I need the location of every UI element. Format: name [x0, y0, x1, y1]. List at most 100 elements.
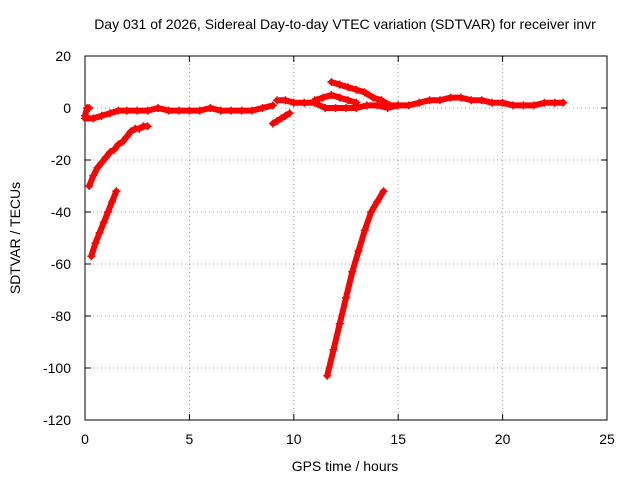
data-point	[327, 91, 336, 99]
x-tick-label: 0	[81, 431, 89, 447]
data-point	[335, 93, 344, 102]
series-track-main-morning	[81, 101, 277, 123]
data-point	[273, 96, 282, 105]
data-point	[268, 101, 277, 110]
data-point	[385, 101, 394, 110]
data-point	[174, 106, 183, 115]
data-point	[89, 114, 98, 123]
data-point	[85, 182, 94, 190]
data-point	[237, 106, 246, 115]
data-point	[195, 106, 204, 115]
data-point	[319, 93, 328, 102]
data-point	[206, 104, 215, 112]
y-tick-label: -20	[51, 152, 71, 168]
data-point	[97, 158, 106, 167]
data-point	[329, 345, 338, 354]
data-point	[106, 148, 115, 157]
data-point	[122, 132, 131, 141]
y-tick-label: 20	[55, 48, 71, 64]
y-tick-label: -120	[43, 412, 71, 428]
data-point	[342, 293, 350, 302]
data-point	[373, 197, 382, 206]
series-track-hump-upper	[327, 78, 403, 110]
series-track-start-spike	[81, 104, 94, 120]
data-point	[300, 98, 309, 107]
data-point	[114, 106, 123, 115]
data-point	[216, 106, 225, 115]
data-point	[425, 96, 434, 105]
data-point	[133, 106, 142, 115]
series-track-recovery-2	[87, 187, 121, 261]
data-point	[367, 208, 376, 216]
x-axis-label: GPS time / hours	[292, 458, 399, 474]
data-point	[369, 93, 378, 102]
data-point	[344, 83, 353, 92]
data-point	[348, 267, 357, 276]
series-band	[324, 188, 387, 379]
y-tick-label: -100	[43, 360, 71, 376]
data-point	[81, 111, 89, 120]
data-point	[342, 104, 350, 112]
data-point	[488, 98, 497, 107]
data-points	[81, 78, 568, 380]
data-point	[373, 101, 382, 110]
data-point	[456, 93, 465, 102]
data-point	[362, 101, 371, 110]
data-point	[285, 109, 294, 118]
series-track-midday	[273, 93, 568, 112]
y-tick-label: 0	[63, 100, 71, 116]
data-point	[446, 93, 455, 102]
data-point	[323, 371, 332, 380]
data-point	[289, 98, 298, 107]
data-point	[435, 96, 444, 105]
data-point	[268, 119, 277, 128]
data-point	[91, 239, 100, 248]
data-point	[331, 104, 340, 112]
data-point	[89, 171, 98, 180]
data-point	[540, 98, 549, 107]
y-tick-label: -80	[51, 308, 71, 324]
data-point	[281, 111, 290, 120]
data-point	[99, 218, 108, 227]
data-point	[126, 127, 135, 136]
data-point	[258, 104, 267, 112]
data-point	[335, 319, 344, 328]
data-point	[106, 109, 115, 118]
x-tick-label: 20	[495, 431, 511, 447]
data-point	[273, 117, 282, 125]
data-point	[281, 96, 290, 105]
data-point	[122, 106, 131, 115]
plot-frame	[84, 55, 608, 421]
x-tick-label: 10	[286, 431, 302, 447]
data-point	[135, 124, 144, 133]
data-point	[529, 101, 538, 110]
series-track-hump-lower	[310, 91, 361, 107]
data-point	[321, 104, 330, 112]
data-point	[509, 101, 518, 110]
data-point	[227, 106, 236, 115]
data-point	[404, 101, 413, 110]
data-point	[277, 114, 286, 123]
x-tick-label: 5	[186, 431, 194, 447]
data-point	[112, 187, 121, 196]
data-point	[310, 96, 319, 105]
data-point	[185, 106, 194, 115]
data-point	[477, 96, 486, 105]
data-point	[164, 106, 173, 115]
data-point	[352, 98, 361, 107]
data-point	[335, 80, 344, 89]
series-track-recovery-1	[85, 122, 152, 190]
data-point	[114, 140, 123, 149]
x-tick-label: 15	[390, 431, 406, 447]
data-point	[344, 96, 353, 105]
data-point	[110, 145, 119, 154]
series-track-evening-dip	[268, 109, 294, 128]
data-point	[550, 98, 559, 107]
x-tick-label: 25	[599, 431, 615, 447]
data-point	[559, 98, 568, 107]
chart-title: Day 031 of 2026, Sidereal Day-to-day VTE…	[94, 16, 596, 32]
data-point	[377, 96, 386, 105]
data-point	[467, 96, 476, 105]
